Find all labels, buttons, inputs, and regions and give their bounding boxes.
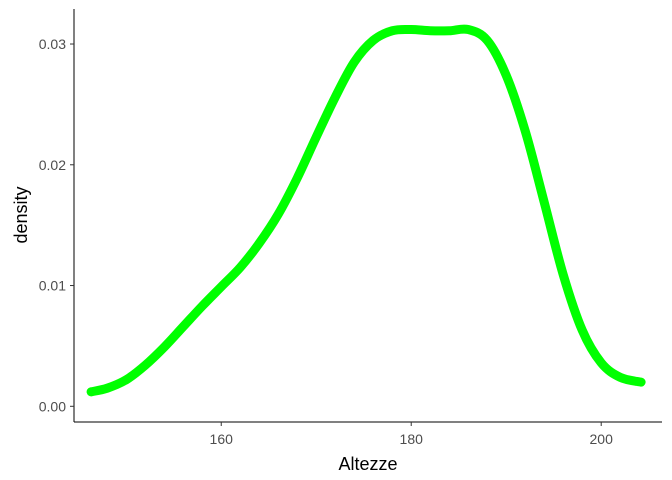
- y-tick-label: 0.03: [39, 36, 66, 52]
- y-axis-title: density: [11, 186, 31, 243]
- x-axis-title: Altezze: [338, 454, 397, 474]
- y-tick-label: 0.01: [39, 278, 66, 294]
- x-tick-label: 180: [400, 431, 424, 447]
- y-tick-label: 0.02: [39, 157, 66, 173]
- density-curve: [86, 24, 646, 397]
- x-axis-ticks: 160 180 200: [210, 422, 614, 447]
- y-tick-label: 0.00: [39, 398, 66, 414]
- x-tick-label: 160: [210, 431, 234, 447]
- x-tick-label: 200: [590, 431, 614, 447]
- y-axis-ticks: 0.00 0.01 0.02 0.03: [39, 36, 74, 414]
